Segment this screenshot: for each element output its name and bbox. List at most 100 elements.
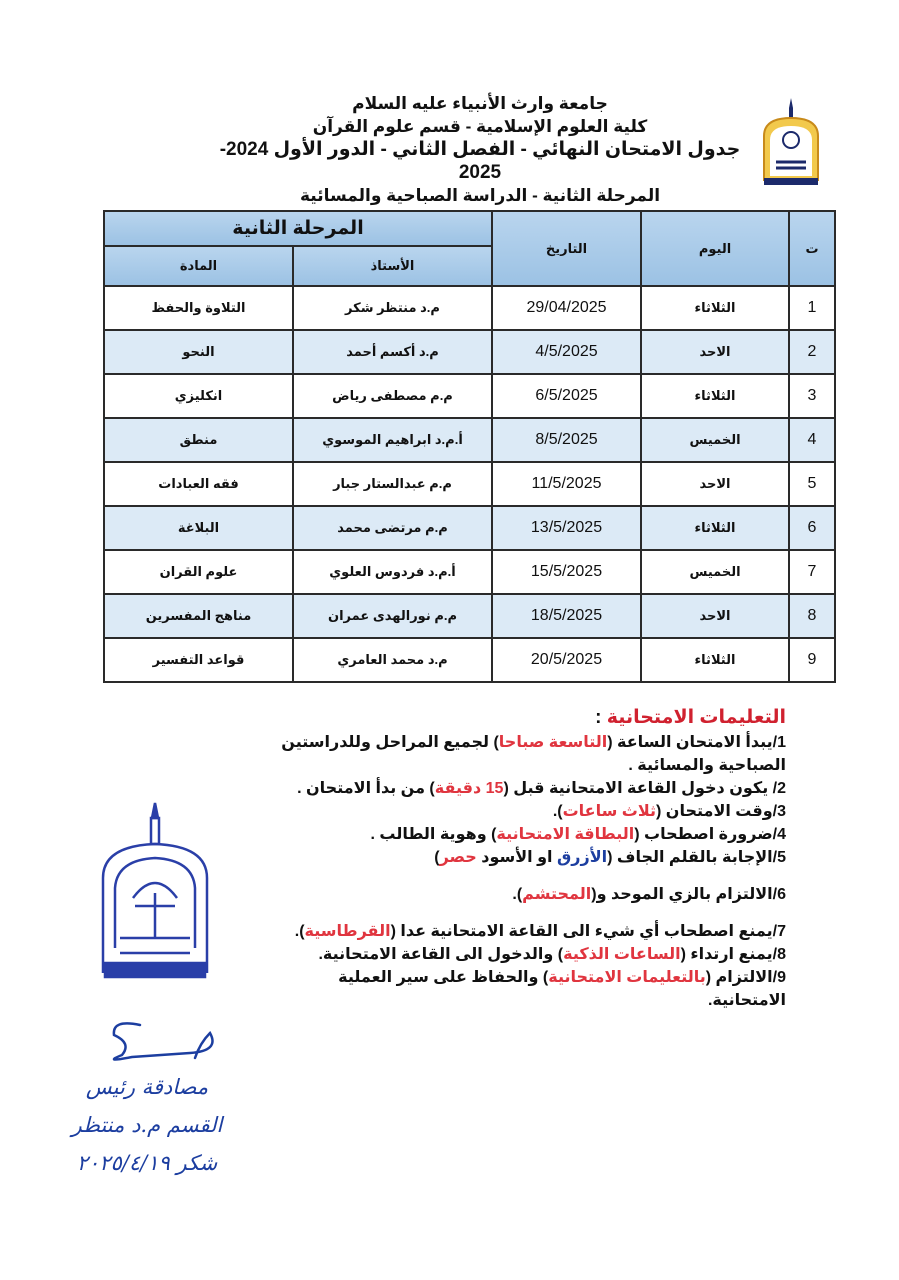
university-name: جامعة وارث الأنبياء عليه السلام <box>352 94 608 113</box>
table-row: 1 الثلاثاء 29/04/2025 م.د منتظر شكر التلاوة … <box>103 285 836 331</box>
cell-subject: علوم القران <box>103 549 294 595</box>
cell-subject: النحو <box>103 329 294 375</box>
instruction-hl: القرطاسية <box>304 923 391 940</box>
cell-teacher: م.د منتظر شكر <box>292 285 493 331</box>
university-logo-icon <box>763 98 819 185</box>
cell-subject: مناهج المفسرين <box>103 593 294 639</box>
cell-subject: التلاوة والحفظ <box>103 285 294 331</box>
instruction-item: 6/الالتزام بالزي الموحد و(المحتشم). <box>270 883 786 906</box>
instruction-blue1: الأزرق <box>556 849 608 866</box>
cell-subject: منطق <box>103 417 294 463</box>
instruction-hl: الساعات الذكية <box>563 946 681 963</box>
cell-num: 1 <box>788 285 836 331</box>
table-row: 9 الثلاثاء 20/5/2025 م.د محمد العامري قواعد … <box>103 637 836 683</box>
instruction-item: 7/يمنع اصطحاب أي شيء الى القاعة الامتحان… <box>270 920 786 943</box>
cell-day: الثلاثاء <box>640 285 790 331</box>
instruction-hl: البطاقة الامتحانية <box>496 826 635 843</box>
cell-date: 20/5/2025 <box>491 637 642 683</box>
exam-schedule-table: ت اليوم التاريخ المرحلة الثانية الأستاذ … <box>103 210 836 683</box>
cell-date: 6/5/2025 <box>491 373 642 419</box>
table-row: 8 الاحد 18/5/2025 م.م نورالهدى عمران مناهج ا… <box>103 593 836 639</box>
cell-date: 15/5/2025 <box>491 549 642 595</box>
instruction-post: ). <box>512 886 523 903</box>
cell-subject: البلاغة <box>103 505 294 551</box>
cell-teacher: م.م مصطفى رياض <box>292 373 493 419</box>
instruction-item: 8/يمنع ارتداء (الساعات الذكية) والدخول ا… <box>270 943 786 966</box>
cell-subject: قواعد التفسير <box>103 637 294 683</box>
instruction-pre: 5/الإجابة بالقلم الجاف ( <box>607 849 786 866</box>
cell-day: الاحد <box>640 593 790 639</box>
cell-subject: فقه العبادات <box>103 461 294 507</box>
table-row: 3 الثلاثاء 6/5/2025 م.م مصطفى رياض انكليزي <box>103 373 836 419</box>
instruction-hl: 15 دقيقة <box>434 780 504 797</box>
instruction-hl: المحتشم <box>522 886 592 903</box>
instruction-post: ) وهوية الطالب . <box>370 826 497 843</box>
instruction-item: 1/يبدأ الامتحان الساعة (التاسعة صباحا) ل… <box>270 731 786 777</box>
instruction-post: ) والحفاظ على سير العملية الامتحانية. <box>338 969 786 1009</box>
instruction-hl: بالتعليمات الامتحانية <box>548 969 706 986</box>
cell-num: 8 <box>788 593 836 639</box>
cell-num: 4 <box>788 417 836 463</box>
col-header-date: التاريخ <box>491 210 642 287</box>
cell-teacher: أ.م.د فردوس العلوي <box>292 549 493 595</box>
instruction-item: 5/الإجابة بالقلم الجاف (الأزرق او الأسود… <box>270 846 786 869</box>
cell-date: 8/5/2025 <box>491 417 642 463</box>
col-header-teacher: الأستاذ <box>292 245 493 287</box>
cell-teacher: م.م عبدالستار جبار <box>292 461 493 507</box>
instruction-post: ) لجميع المراحل وللدراستين الصباحية والم… <box>281 734 786 774</box>
col-header-stage: المرحلة الثانية <box>103 210 493 247</box>
instruction-post: ). <box>294 923 305 940</box>
schedule-title: جدول الامتحان النهائي - الفصل الثاني - ا… <box>219 139 741 183</box>
cell-num: 7 <box>788 549 836 595</box>
cell-day: الثلاثاء <box>640 373 790 419</box>
cell-day: الخميس <box>640 549 790 595</box>
cell-num: 3 <box>788 373 836 419</box>
signature-text: مصادقة رئيس القسم م.د منتظر شكر ٢٠٢٥/٤/١… <box>71 1075 223 1175</box>
cell-date: 11/5/2025 <box>491 461 642 507</box>
cell-teacher: م.د محمد العامري <box>292 637 493 683</box>
instruction-pre: 6/الالتزام بالزي الموحد و( <box>591 886 786 903</box>
col-header-num: ت <box>788 210 836 287</box>
instruction-pre: 3/وقت الامتحان ( <box>656 803 786 820</box>
instruction-pre: 1/يبدأ الامتحان الساعة ( <box>607 734 786 751</box>
instruction-pre: 7/يمنع اصطحاب أي شيء الى القاعة الامتحان… <box>390 923 786 940</box>
cell-day: الثلاثاء <box>640 637 790 683</box>
cell-date: 13/5/2025 <box>491 505 642 551</box>
document-header: جامعة وارث الأنبياء عليه السلام كلية الع… <box>200 92 760 207</box>
instruction-mid2: الأسود <box>476 849 533 866</box>
table-row: 6 الثلاثاء 13/5/2025 م.م مرتضى محمد البلاغة <box>103 505 836 551</box>
cell-teacher: م.د أكسم أحمد <box>292 329 493 375</box>
table-row: 7 الخميس 15/5/2025 أ.م.د فردوس العلوي علوم ا… <box>103 549 836 595</box>
col-header-subject: المادة <box>103 245 294 287</box>
cell-subject: انكليزي <box>103 373 294 419</box>
cell-day: الاحد <box>640 461 790 507</box>
cell-num: 6 <box>788 505 836 551</box>
instructions-title: التعليمات الامتحانية : <box>595 707 786 728</box>
cell-num: 2 <box>788 329 836 375</box>
table-row: 5 الاحد 11/5/2025 م.م عبدالستار جبار فقه الع… <box>103 461 836 507</box>
cell-num: 9 <box>788 637 836 683</box>
cell-date: 18/5/2025 <box>491 593 642 639</box>
instruction-item: 3/وقت الامتحان (ثلاث ساعات). <box>270 800 786 823</box>
cell-teacher: م.م مرتضى محمد <box>292 505 493 551</box>
stage-line: المرحلة الثانية - الدراسة الصباحية والمس… <box>299 186 661 205</box>
instruction-pre: 9/الالتزام ( <box>705 969 786 986</box>
college-name: كلية العلوم الإسلامية - قسم علوم القرآن <box>312 117 648 136</box>
cell-teacher: م.م نورالهدى عمران <box>292 593 493 639</box>
instruction-item: 9/الالتزام (بالتعليمات الامتحانية) والحف… <box>270 966 786 1012</box>
col-header-day: اليوم <box>640 210 790 287</box>
cell-date: 4/5/2025 <box>491 329 642 375</box>
cell-date: 29/04/2025 <box>491 285 642 331</box>
instruction-post: ) <box>434 849 440 866</box>
instruction-pre: 2/ يكون دخول القاعة الامتحانية قبل ( <box>503 780 786 797</box>
instruction-post: ) من بدأ الامتحان . <box>297 780 435 797</box>
department-stamp-icon <box>101 802 209 979</box>
instruction-hl: حصر <box>439 849 477 866</box>
cell-num: 5 <box>788 461 836 507</box>
table-row: 4 الخميس 8/5/2025 أ.م.د ابراهيم الموسوي منطق <box>103 417 836 463</box>
instruction-item: 4/ضرورة اصطحاب (البطاقة الامتحانية) وهوي… <box>270 823 786 846</box>
instruction-hl: ثلاث ساعات <box>562 803 657 820</box>
instruction-item: 2/ يكون دخول القاعة الامتحانية قبل (15 د… <box>270 777 786 800</box>
cell-day: الخميس <box>640 417 790 463</box>
cell-day: الاحد <box>640 329 790 375</box>
